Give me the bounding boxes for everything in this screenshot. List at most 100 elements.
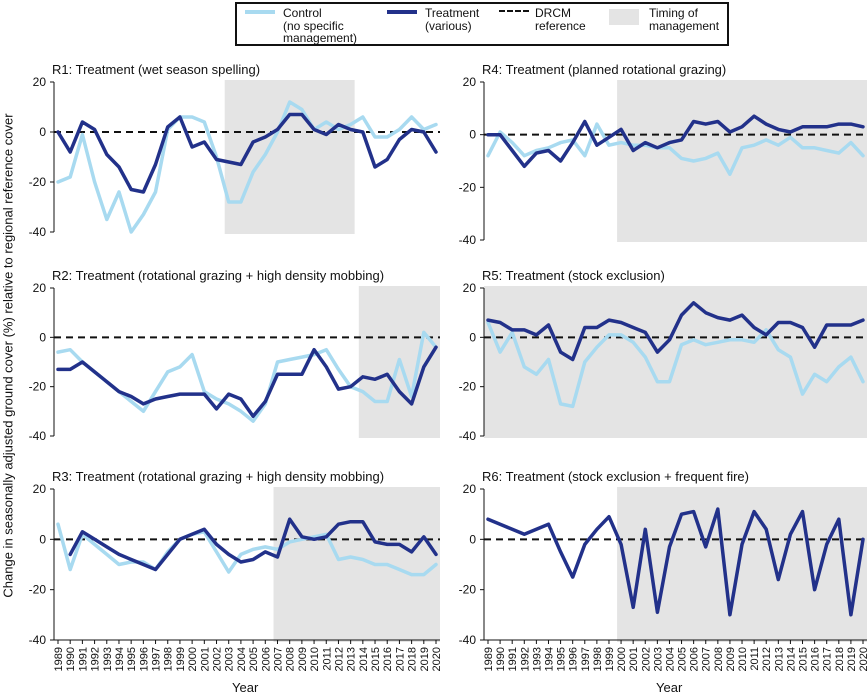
r4-panel: R4: Treatment (planned rotational grazin… (459, 62, 867, 247)
r1-y-tick-label: 0 (39, 125, 46, 139)
r5-title: R5: Treatment (stock exclusion) (482, 268, 665, 283)
r6-x-tick-label: 1992 (519, 647, 531, 671)
r3-x-tick-label: 2000 (187, 647, 199, 671)
r1-y-tick-label: -20 (29, 175, 47, 189)
r5-panel: R5: Treatment (stock exclusion) -40 -20 0 20 (459, 268, 867, 443)
r3-x-tick-label: 1989 (53, 647, 65, 671)
r3-y-tick-label: 20 (33, 482, 47, 496)
r6-x-tick-label: 2019 (846, 647, 858, 671)
r3-title: R3: Treatment (rotational grazing + high… (52, 469, 384, 484)
r5-control-line (486, 320, 865, 409)
r6-x-tick-label: 1991 (507, 647, 519, 671)
r6-x-tick-label: 2004 (664, 647, 676, 671)
r3-x-tick-label: 1995 (126, 647, 138, 671)
x-axis-title-right: Year (656, 680, 683, 695)
r6-x-tick-label: 2015 (798, 647, 810, 671)
r1-treatment-line (56, 112, 438, 194)
r3-x-tick-label: 2011 (321, 647, 333, 671)
legend-control-label: Control (283, 6, 322, 20)
r6-x-tick-label: 1999 (604, 647, 616, 671)
r3-x-tick-label: 1994 (114, 647, 126, 671)
r6-management-period (617, 487, 867, 642)
legend-reference: DRCM reference (535, 7, 586, 32)
r6-x-tick-label: 1989 (483, 647, 495, 671)
r2-y-tick-label: -20 (29, 380, 47, 394)
r2-y-tick-label: 0 (39, 330, 46, 344)
r6-x-tick-label: 2008 (713, 647, 725, 671)
r3-x-tick-label: 2009 (297, 647, 309, 671)
r4-control-line (486, 122, 865, 176)
legend-reference-label: DRCM (535, 6, 571, 20)
r3-x-tick-label: 2008 (285, 647, 297, 671)
r4-y-tick-label: -40 (459, 233, 477, 247)
r4-y-tick-label: 0 (469, 128, 476, 142)
r3-x-tick-label: 1999 (175, 647, 187, 671)
r6-y-tick-label: -40 (459, 633, 477, 647)
r2-title: R2: Treatment (rotational grazing + high… (52, 268, 384, 283)
r6-x-tick-label: 2014 (785, 647, 797, 671)
r3-management-period (273, 487, 440, 642)
r3-treatment-line (68, 517, 438, 572)
r6-x-tick-label: 2009 (725, 647, 737, 671)
r4-y-tick-label: 20 (463, 75, 477, 89)
r3-x-tick-label: 2012 (333, 647, 345, 671)
r6-y-tick-label: -20 (459, 583, 477, 597)
r6-x-tick-label: 1997 (580, 647, 592, 671)
r3-x-tick-label: 2002 (212, 647, 224, 671)
r3-x-tick-label: 1997 (151, 647, 163, 671)
r3-x-tick-label: 2004 (236, 647, 248, 671)
legend-timing: Timing of management (649, 7, 719, 32)
r1-y-tick-label: 20 (33, 75, 47, 89)
r6-treatment-line (486, 507, 865, 617)
r3-y-tick-label: 0 (39, 532, 46, 546)
r3-x-tick-label: 2020 (431, 647, 443, 671)
legend-reference-swatch (499, 10, 529, 12)
r6-x-tick-label: 2003 (652, 647, 664, 671)
r6-x-tick-label: 2005 (677, 647, 689, 671)
r1-panel: R1: Treatment (wet season spelling) -40 -2… (29, 62, 440, 239)
r4-treatment-line (486, 114, 865, 169)
r3-x-tick-label: 1991 (77, 647, 89, 671)
r6-x-tick-label: 1990 (495, 647, 507, 671)
r6-x-tick-label: 2018 (834, 647, 846, 671)
r3-y-tick-label: -40 (29, 633, 47, 647)
r1-y-tick-label: -40 (29, 225, 47, 239)
legend: Control (no specific management) Treatme… (235, 2, 729, 46)
legend-timing-sub: management (649, 18, 720, 33)
r1-title: R1: Treatment (wet season spelling) (52, 62, 260, 77)
legend-treatment-swatch (387, 10, 417, 14)
legend-treatment-label: Treatment (425, 6, 480, 20)
r3-x-tick-label: 2005 (248, 647, 260, 671)
r3-x-tick-label: 1990 (65, 647, 77, 671)
r3-x-tick-label: 2018 (407, 647, 419, 671)
r6-x-tick-label: 2017 (822, 647, 834, 671)
r6-x-tick-label: 1995 (556, 647, 568, 671)
r5-treatment-line (486, 301, 865, 362)
r5-y-tick-label: -40 (459, 429, 477, 443)
r6-x-tick-label: 2006 (689, 647, 701, 671)
r1-control-line (56, 100, 438, 234)
r6-x-tick-label: 2020 (858, 647, 868, 671)
r3-x-tick-label: 2007 (272, 647, 284, 671)
r5-y-tick-label: -20 (459, 380, 477, 394)
r6-x-tick-label: 2000 (616, 647, 628, 671)
r5-y-tick-label: 0 (469, 330, 476, 344)
r3-control-line (56, 522, 438, 577)
x-axis-title-left: Year (232, 680, 259, 695)
r6-x-tick-label: 2007 (701, 647, 713, 671)
legend-control-sub1: (no specific (283, 18, 344, 33)
r3-y-tick-label: -20 (29, 583, 47, 597)
r6-x-tick-label: 1993 (531, 647, 543, 671)
r5-y-tick-label: 20 (463, 281, 477, 295)
r3-x-tick-label: 1992 (90, 647, 102, 671)
r3-x-tick-label: 2010 (309, 647, 321, 671)
legend-timing-label: Timing of (649, 6, 698, 20)
r3-x-tick-label: 1993 (102, 647, 114, 671)
r3-x-tick-label: 2016 (382, 647, 394, 671)
r3-x-tick-label: 2014 (358, 647, 370, 671)
r6-title: R6: Treatment (stock exclusion + frequen… (482, 469, 749, 484)
r3-x-tick-label: 1996 (138, 647, 150, 671)
legend-timing-swatch (609, 9, 639, 25)
legend-treatment-sub: (various) (425, 18, 472, 33)
r6-x-tick-label: 2012 (761, 647, 773, 671)
